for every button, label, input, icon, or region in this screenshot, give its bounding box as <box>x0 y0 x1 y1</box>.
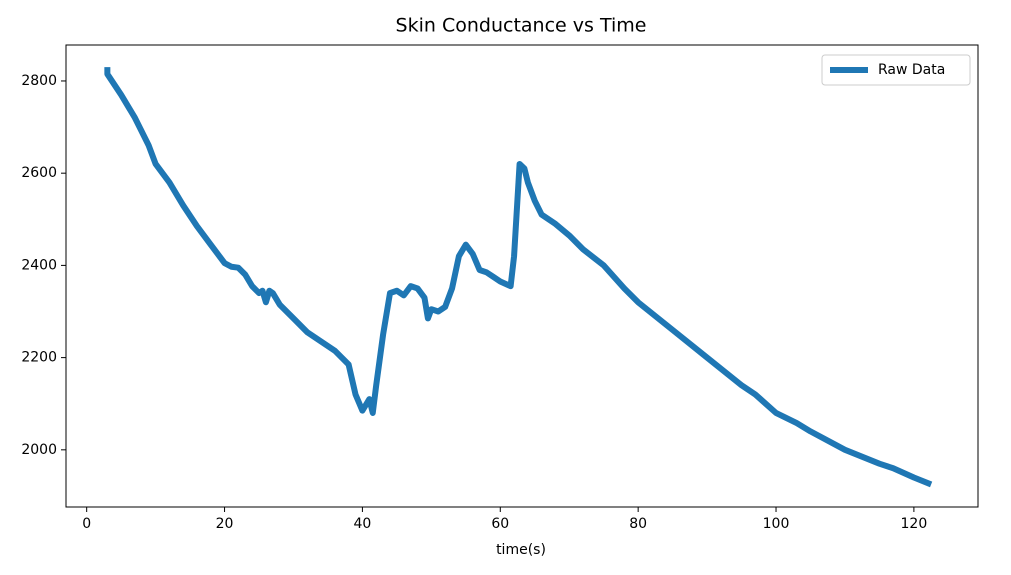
x-tick-label: 80 <box>629 516 647 532</box>
legend-label: Raw Data <box>878 62 945 78</box>
y-tick-label: 2800 <box>21 73 57 89</box>
x-tick-label: 20 <box>216 516 234 532</box>
x-tick-label: 40 <box>354 516 372 532</box>
x-axis-label: time(s) <box>496 542 546 558</box>
legend-box <box>821 54 971 86</box>
x-tick-label: 120 <box>901 516 928 532</box>
chart-title: Skin Conductance vs Time <box>396 15 647 37</box>
y-tick-label: 2400 <box>21 257 57 273</box>
x-tick-label: 100 <box>763 516 790 532</box>
data-line <box>104 67 933 488</box>
y-tick-label: 2000 <box>21 442 57 458</box>
x-tick-label: 60 <box>491 516 509 532</box>
plot-frame <box>65 44 979 508</box>
y-tick-label: 2600 <box>21 165 57 181</box>
x-tick-label: 0 <box>82 516 91 532</box>
y-tick-label: 2200 <box>21 350 57 366</box>
